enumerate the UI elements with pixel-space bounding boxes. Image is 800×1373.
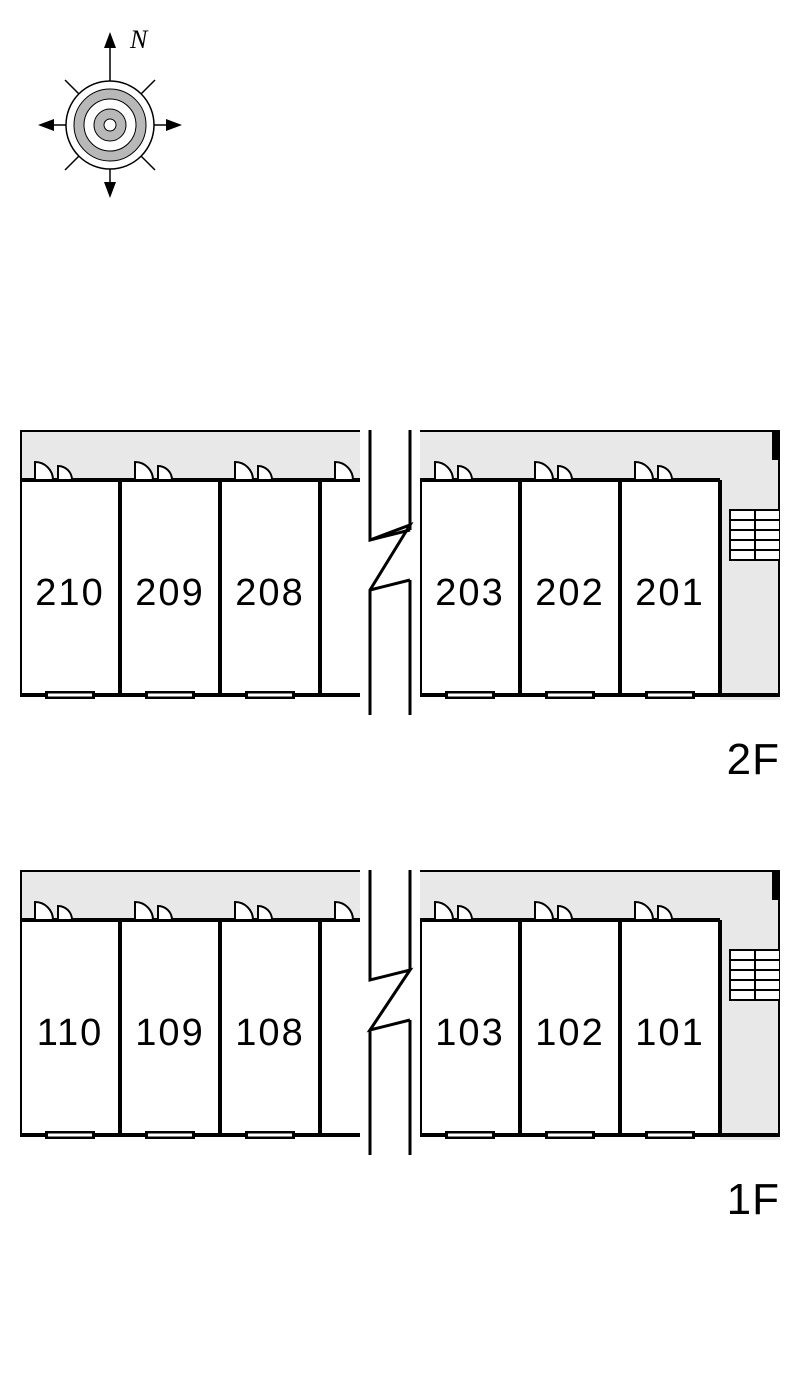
unit-label: 209 <box>135 572 204 614</box>
unit-label: 108 <box>235 1012 304 1054</box>
compass-rose: N <box>30 30 190 215</box>
unit-label: 208 <box>235 572 304 614</box>
floor-label-2f: 2F <box>727 735 780 785</box>
unit-label: 103 <box>435 1012 504 1054</box>
floor-1f-svg: 110 109 108 103 102 101 <box>20 870 780 1170</box>
unit-label: 109 <box>135 1012 204 1054</box>
compass-north-label: N <box>129 30 149 54</box>
unit-label: 101 <box>635 1012 704 1054</box>
unit-label: 210 <box>35 572 104 614</box>
unit-label: 203 <box>435 572 504 614</box>
floor-plan-1f: 110 109 108 103 102 101 1F <box>20 870 780 1170</box>
floor-label-1f: 1F <box>727 1175 780 1225</box>
compass-svg: N <box>30 30 190 210</box>
floor-2f-svg: 210 209 208 203 202 201 <box>20 430 780 730</box>
unit-label: 102 <box>535 1012 604 1054</box>
unit-label: 202 <box>535 572 604 614</box>
unit-label: 110 <box>37 1012 104 1054</box>
unit-label: 201 <box>635 572 704 614</box>
floor-plan-2f: 210 209 208 203 202 201 2F <box>20 430 780 730</box>
